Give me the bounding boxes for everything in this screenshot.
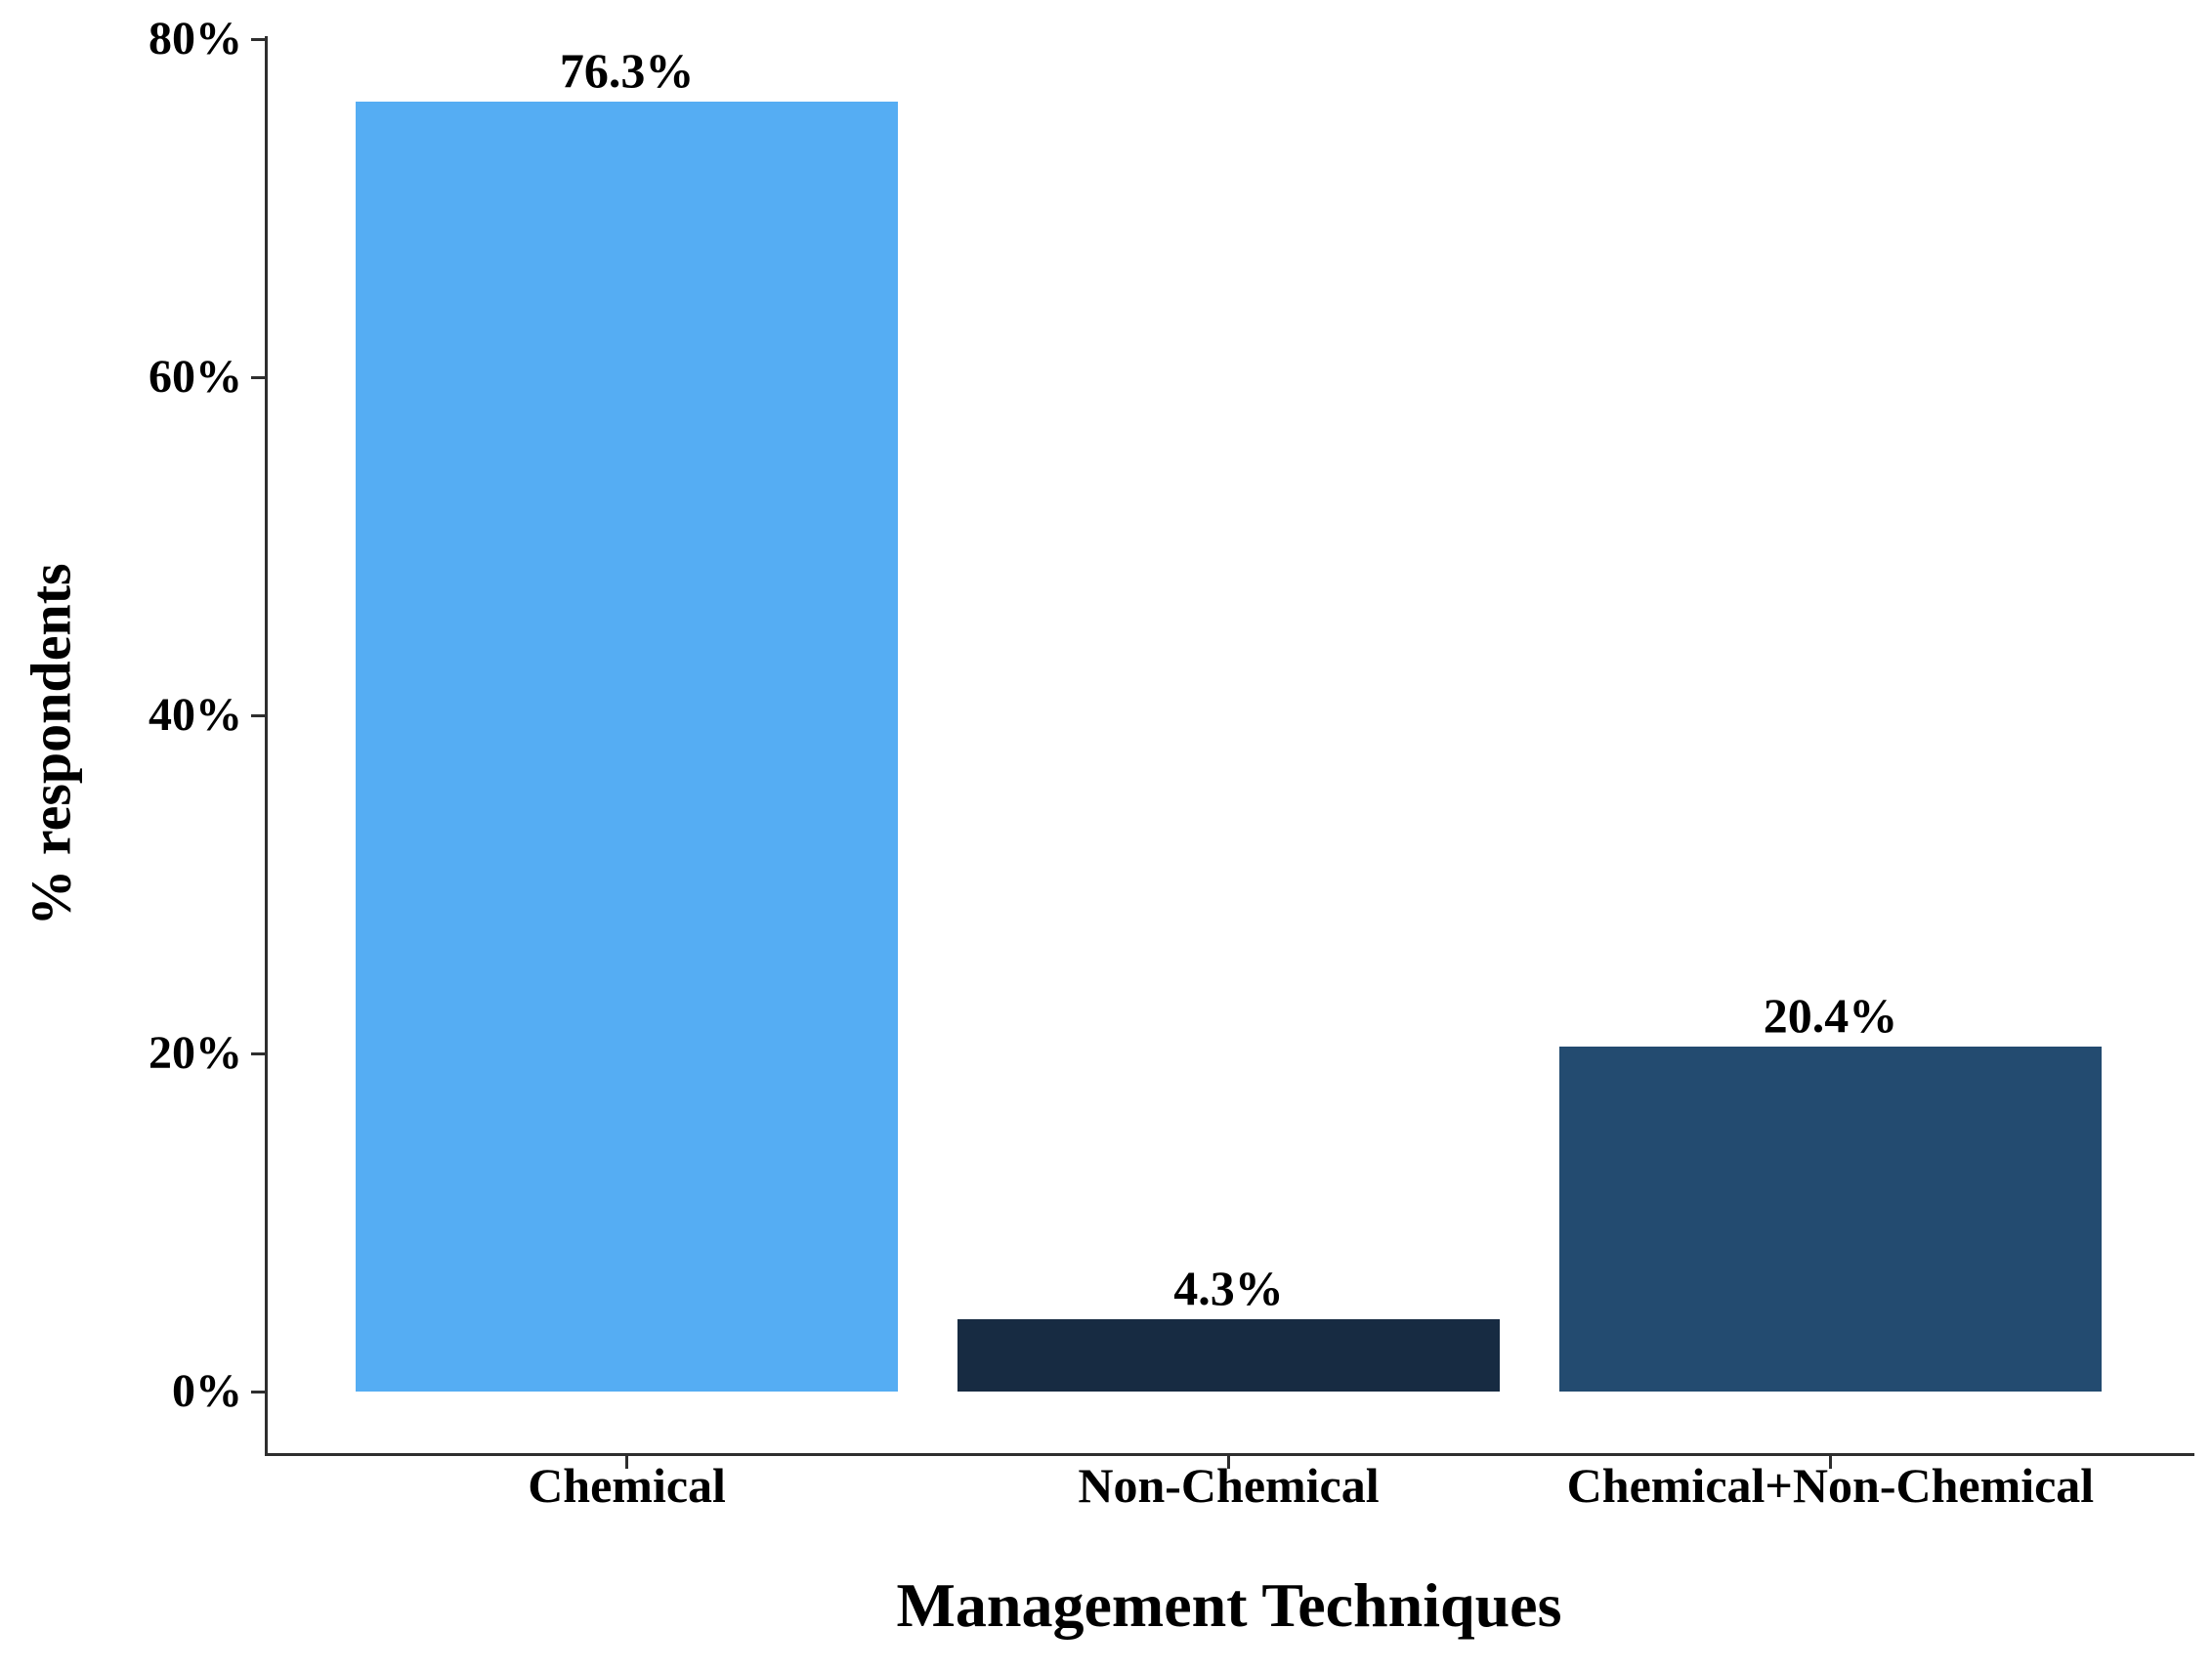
x-tick-label: Chemical+Non-Chemical [1566, 1458, 2095, 1513]
x-axis-title: Management Techniques [896, 1570, 1562, 1640]
value-label: 20.4% [1763, 988, 1898, 1044]
y-tick-label: 20% [149, 1027, 242, 1079]
y-tick-mark [251, 714, 265, 717]
y-tick-label: 60% [149, 351, 242, 403]
y-tick-mark [251, 1391, 265, 1393]
x-tick-mark [1227, 1456, 1230, 1469]
x-tick-mark [1828, 1456, 1832, 1469]
y-tick-label: 0% [172, 1365, 242, 1417]
y-tick-mark [251, 1052, 265, 1055]
bar-chemical-non-chemical [1559, 1047, 2102, 1392]
x-tick-mark [625, 1456, 629, 1469]
bar-non-chemical [957, 1318, 1500, 1392]
y-tick-label: 40% [149, 689, 242, 741]
y-axis-title: % respondents [19, 563, 83, 926]
x-axis-line [265, 1453, 2194, 1456]
x-tick-label: Chemical [528, 1458, 726, 1513]
y-axis-line [265, 36, 268, 1456]
value-label: 4.3% [1173, 1260, 1284, 1315]
y-tick-label: 80% [149, 13, 242, 64]
y-tick-mark [251, 38, 265, 41]
bar-chemical [356, 102, 898, 1392]
x-tick-label: Non-Chemical [1078, 1458, 1380, 1513]
value-label: 76.3% [559, 43, 695, 98]
y-tick-mark [251, 376, 265, 379]
